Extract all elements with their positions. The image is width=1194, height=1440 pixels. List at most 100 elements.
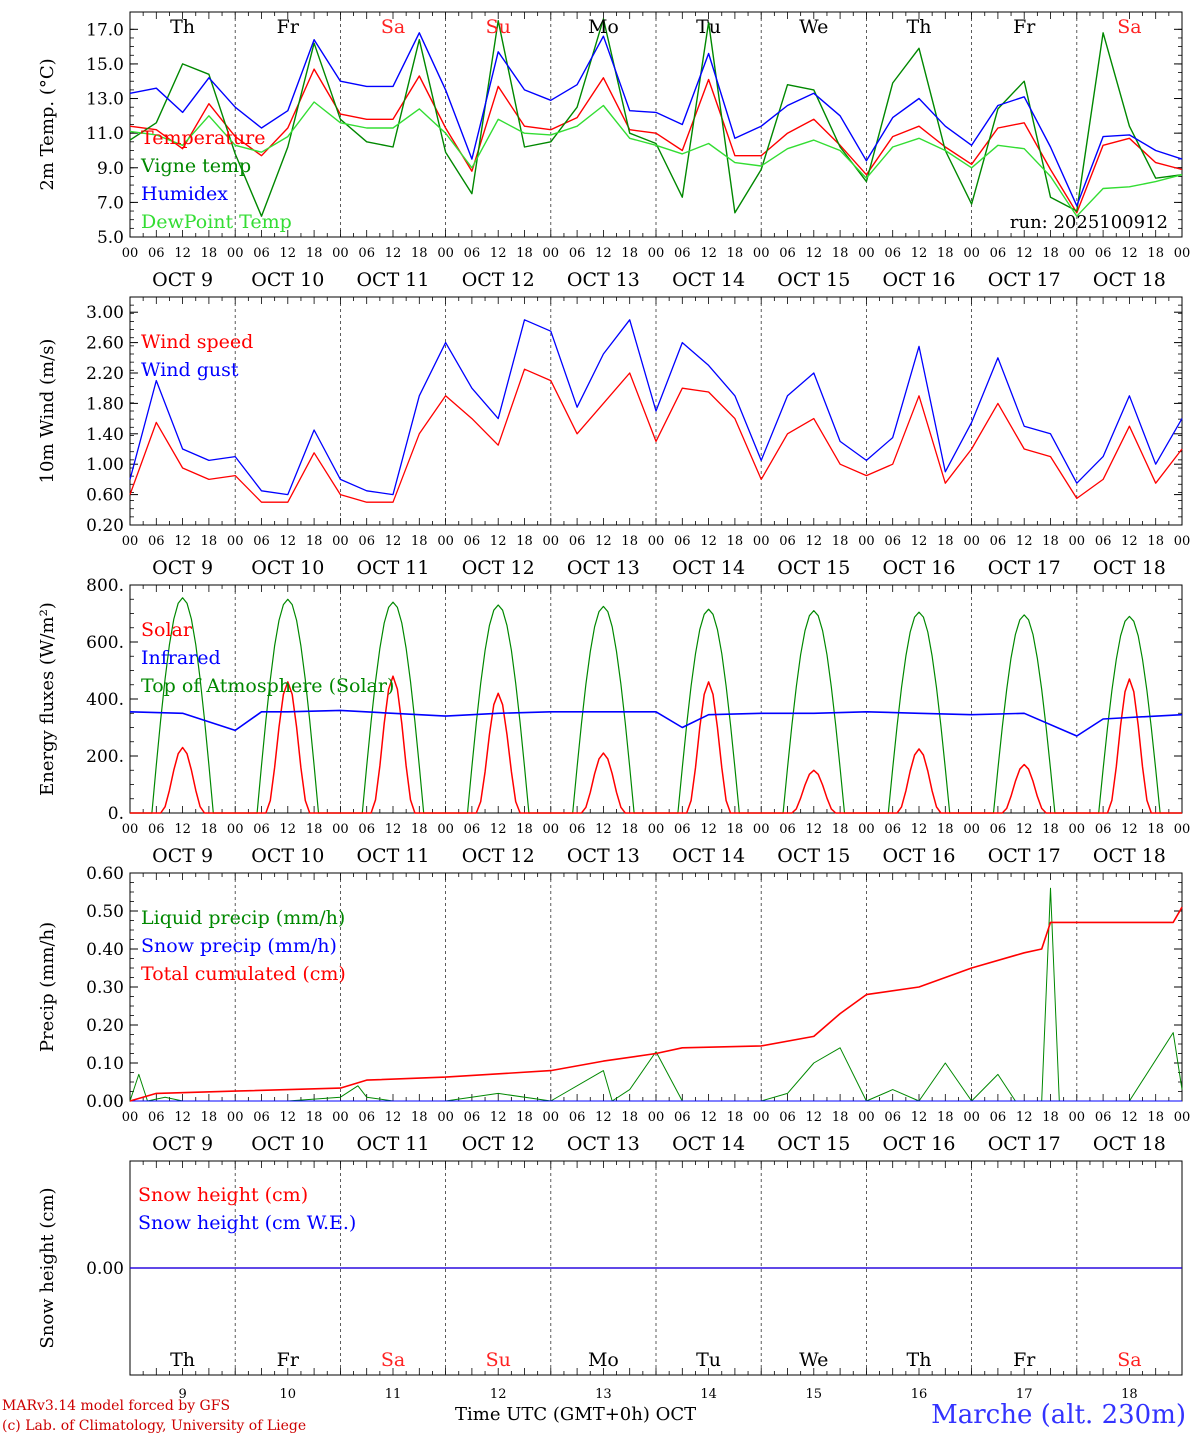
weekday-label: Fr	[277, 1349, 300, 1371]
y-tick-label: 800.	[86, 576, 124, 596]
y-axis-label: 10m Wind (m/s)	[37, 339, 58, 484]
date-label: OCT 13	[567, 845, 640, 867]
legend-entry: Temperature	[141, 127, 265, 149]
hour-label: 12	[1016, 534, 1033, 549]
date-label: OCT 17	[988, 845, 1061, 867]
legend-entry: Total cumulated (cm)	[141, 963, 346, 985]
hour-label: 00	[963, 246, 980, 261]
hour-label: 18	[201, 246, 218, 261]
legend-entry: Humidex	[141, 183, 228, 205]
hour-label: 18	[937, 822, 954, 837]
date-label: OCT 9	[152, 845, 213, 867]
date-label: OCT 15	[777, 269, 850, 291]
hour-label: 18	[621, 822, 638, 837]
hour-label: 18	[1042, 1110, 1059, 1125]
weekday-label: Th	[907, 1349, 932, 1371]
y-tick-label: 400.	[86, 690, 124, 710]
date-label: OCT 13	[567, 269, 640, 291]
hour-label: 00	[122, 1110, 139, 1125]
hour-label: 06	[569, 822, 586, 837]
hour-label: 12	[911, 822, 928, 837]
hour-label: 12	[806, 534, 823, 549]
hour-label: 12	[700, 1110, 717, 1125]
x-axis-title: Time UTC (GMT+0h) OCT	[455, 1404, 697, 1425]
y-tick-label: 1.00	[86, 455, 124, 475]
hour-label: 12	[806, 1110, 823, 1125]
date-label: OCT 14	[672, 845, 745, 867]
legend-entry: Liquid precip (mm/h)	[141, 907, 345, 929]
hour-label: 18	[1147, 1110, 1164, 1125]
y-tick-label: 0.00	[86, 1259, 124, 1279]
hour-label: 18	[727, 1110, 744, 1125]
hour-label: 06	[990, 1110, 1007, 1125]
hour-label: 18	[937, 1110, 954, 1125]
hour-label: 12	[1121, 534, 1138, 549]
y-tick-label: 0.00	[86, 1092, 124, 1112]
hour-label: 18	[621, 1110, 638, 1125]
series-line-total-cumulated-cm-	[129, 906, 1183, 1102]
hour-label: 00	[437, 534, 454, 549]
hour-label: 12	[1016, 246, 1033, 261]
hour-label: 06	[990, 534, 1007, 549]
hour-label: 12	[490, 822, 507, 837]
date-label: OCT 11	[356, 845, 429, 867]
hour-label: 06	[148, 1110, 165, 1125]
y-tick-label: 0.60	[86, 486, 124, 506]
weekday-label: Sa	[381, 16, 405, 38]
hour-label: 00	[963, 822, 980, 837]
hour-label: 18	[832, 534, 849, 549]
series-line-wind-speed	[129, 368, 1183, 503]
hour-label: 18	[727, 246, 744, 261]
day-number-label: 16	[911, 1387, 928, 1402]
hour-label: 06	[674, 822, 691, 837]
date-label: OCT 11	[356, 557, 429, 579]
hour-label: 00	[332, 1110, 349, 1125]
y-tick-label: 1.80	[86, 394, 124, 414]
hour-label: 00	[437, 246, 454, 261]
series-line-temperature	[129, 68, 1183, 214]
weekday-label: Fr	[1013, 1349, 1036, 1371]
hour-label: 06	[1095, 1110, 1112, 1125]
day-number-label: 12	[490, 1387, 507, 1402]
hour-label: 12	[280, 246, 297, 261]
date-label: OCT 13	[567, 557, 640, 579]
hour-label: 00	[1069, 246, 1086, 261]
weekday-label: Su	[486, 1349, 511, 1371]
date-label: OCT 12	[462, 845, 535, 867]
hour-label: 18	[306, 822, 323, 837]
hour-label: 18	[306, 534, 323, 549]
weekday-label: Mo	[588, 1349, 619, 1371]
hour-label: 18	[621, 534, 638, 549]
hour-label: 00	[858, 246, 875, 261]
hour-label: 06	[253, 534, 270, 549]
series-line-vigne-temp	[129, 18, 1183, 217]
weekday-label: Tu	[696, 1349, 721, 1371]
y-tick-label: 0.	[108, 804, 124, 824]
weekday-label: Sa	[381, 1349, 405, 1371]
date-label: OCT 12	[462, 1133, 535, 1155]
hour-label: 00	[1174, 1110, 1191, 1125]
hour-label: 06	[148, 534, 165, 549]
hour-label: 06	[990, 246, 1007, 261]
hour-label: 12	[595, 534, 612, 549]
hour-label: 00	[122, 822, 139, 837]
hour-label: 18	[306, 1110, 323, 1125]
hour-label: 00	[227, 1110, 244, 1125]
date-label: OCT 17	[988, 1133, 1061, 1155]
weekday-label: We	[799, 1349, 828, 1371]
hour-label: 00	[963, 534, 980, 549]
station-name: Marche (alt. 230m)	[931, 1400, 1186, 1430]
date-label: OCT 10	[251, 269, 324, 291]
hour-label: 12	[1121, 1110, 1138, 1125]
hour-label: 00	[227, 246, 244, 261]
y-tick-label: 2.20	[86, 364, 124, 384]
y-tick-label: 600.	[86, 633, 124, 653]
date-label: OCT 9	[152, 557, 213, 579]
date-label: OCT 10	[251, 557, 324, 579]
legend-entry: Top of Atmosphere (Solar)	[141, 675, 394, 697]
hour-label: 00	[1174, 534, 1191, 549]
hour-label: 00	[227, 822, 244, 837]
day-number-label: 15	[806, 1387, 823, 1402]
legend-entry: Wind speed	[141, 331, 253, 353]
hour-label: 00	[1069, 534, 1086, 549]
